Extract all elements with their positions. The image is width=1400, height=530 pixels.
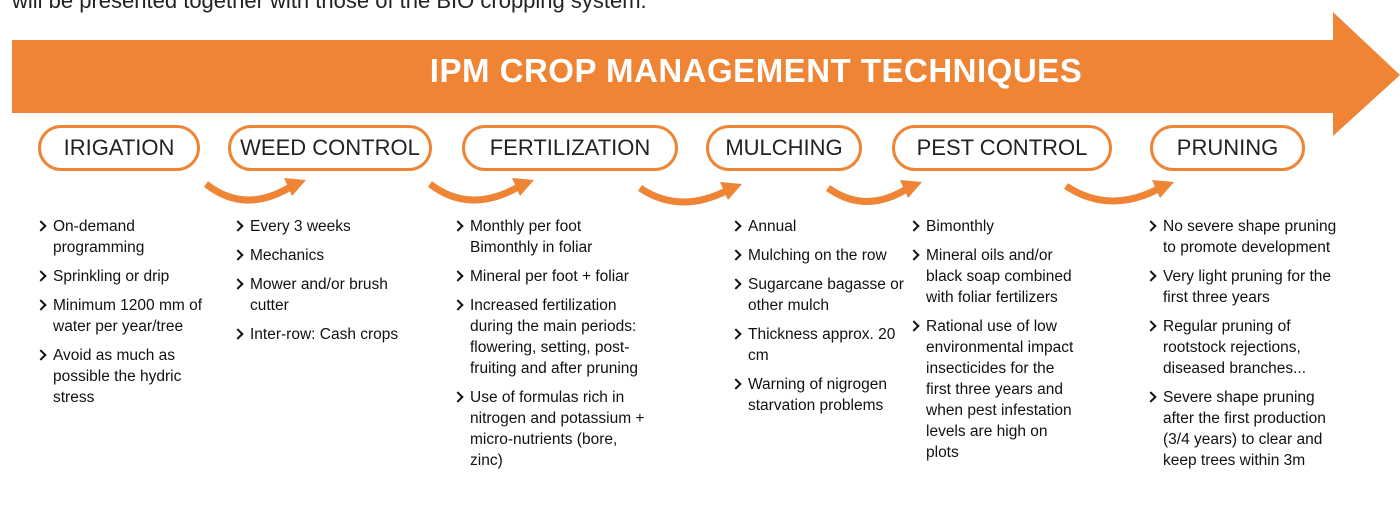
step-label: FERTILIZATION (462, 125, 678, 171)
bullet-item: Mechanics (232, 245, 422, 266)
bullet-item: Sprinkling or drip (35, 266, 215, 287)
step-list: Monthly per foot Bimonthly in foliar Mine… (452, 216, 652, 479)
step-list: Bimonthly Mineral oils and/or black soap … (908, 216, 1083, 471)
bullet-item: Annual (730, 216, 905, 237)
bullet-item: Regular pruning of rootstock rejections,… (1145, 316, 1345, 379)
title: IPM CROP MANAGEMENT TECHNIQUES (429, 52, 1083, 89)
bullet-item: Every 3 weeks (232, 216, 422, 237)
bullet-item: Mulching on the row (730, 245, 905, 266)
bullet-item: Sugarcane bagasse or other mulch (730, 274, 905, 316)
arrow-heads (284, 178, 1174, 200)
banner-arrow (12, 12, 1400, 136)
bullet-item: Increased fertilization during the main … (452, 295, 652, 379)
bullet-item: Use of formulas rich in nitrogen and pot… (452, 387, 652, 471)
bullet-item: Minimum 1200 mm of water per year/tree (35, 295, 215, 337)
step-list: No severe shape pruning to promote devel… (1145, 216, 1345, 479)
bullet-item: No severe shape pruning to promote devel… (1145, 216, 1345, 258)
bullet-item: Severe shape pruning after the first pro… (1145, 387, 1345, 471)
step-label: WEED CONTROL (228, 125, 432, 171)
bullet-item: Very light pruning for the first three y… (1145, 266, 1345, 308)
step-list: Every 3 weeks Mechanics Mower and/or brush… (232, 216, 422, 353)
caption: will be presented together with those of… (12, 0, 647, 13)
step-label: PEST CONTROL (892, 125, 1112, 171)
flow-arrows (203, 181, 1162, 206)
step-label: IRIGATION (38, 125, 200, 171)
bullet-item: Warning of nigrogen starvation problems (730, 374, 905, 416)
bullet-item: Thickness approx. 20 cm (730, 324, 905, 366)
bullet-item: Mineral oils and/or black soap combined … (908, 245, 1083, 308)
bullet-item: Mower and/or brush cutter (232, 274, 422, 316)
bullet-item: Inter-row: Cash crops (232, 324, 422, 345)
bullet-item: Monthly per foot Bimonthly in foliar (452, 216, 652, 258)
bullet-item: Bimonthly (908, 216, 1083, 237)
step-label: PRUNING (1150, 125, 1305, 171)
bullet-item: Mineral per foot + foliar (452, 266, 652, 287)
bullet-item: Avoid as much as possible the hydric str… (35, 345, 215, 408)
step-label: MULCHING (706, 125, 862, 171)
bullet-item: On-demand programming (35, 216, 215, 258)
step-list: Annual Mulching on the row Sugarcane bagas… (730, 216, 905, 424)
step-list: On-demand programming Sprinkling or drip M… (35, 216, 215, 416)
bullet-item: Rational use of low environmental impact… (908, 316, 1083, 463)
